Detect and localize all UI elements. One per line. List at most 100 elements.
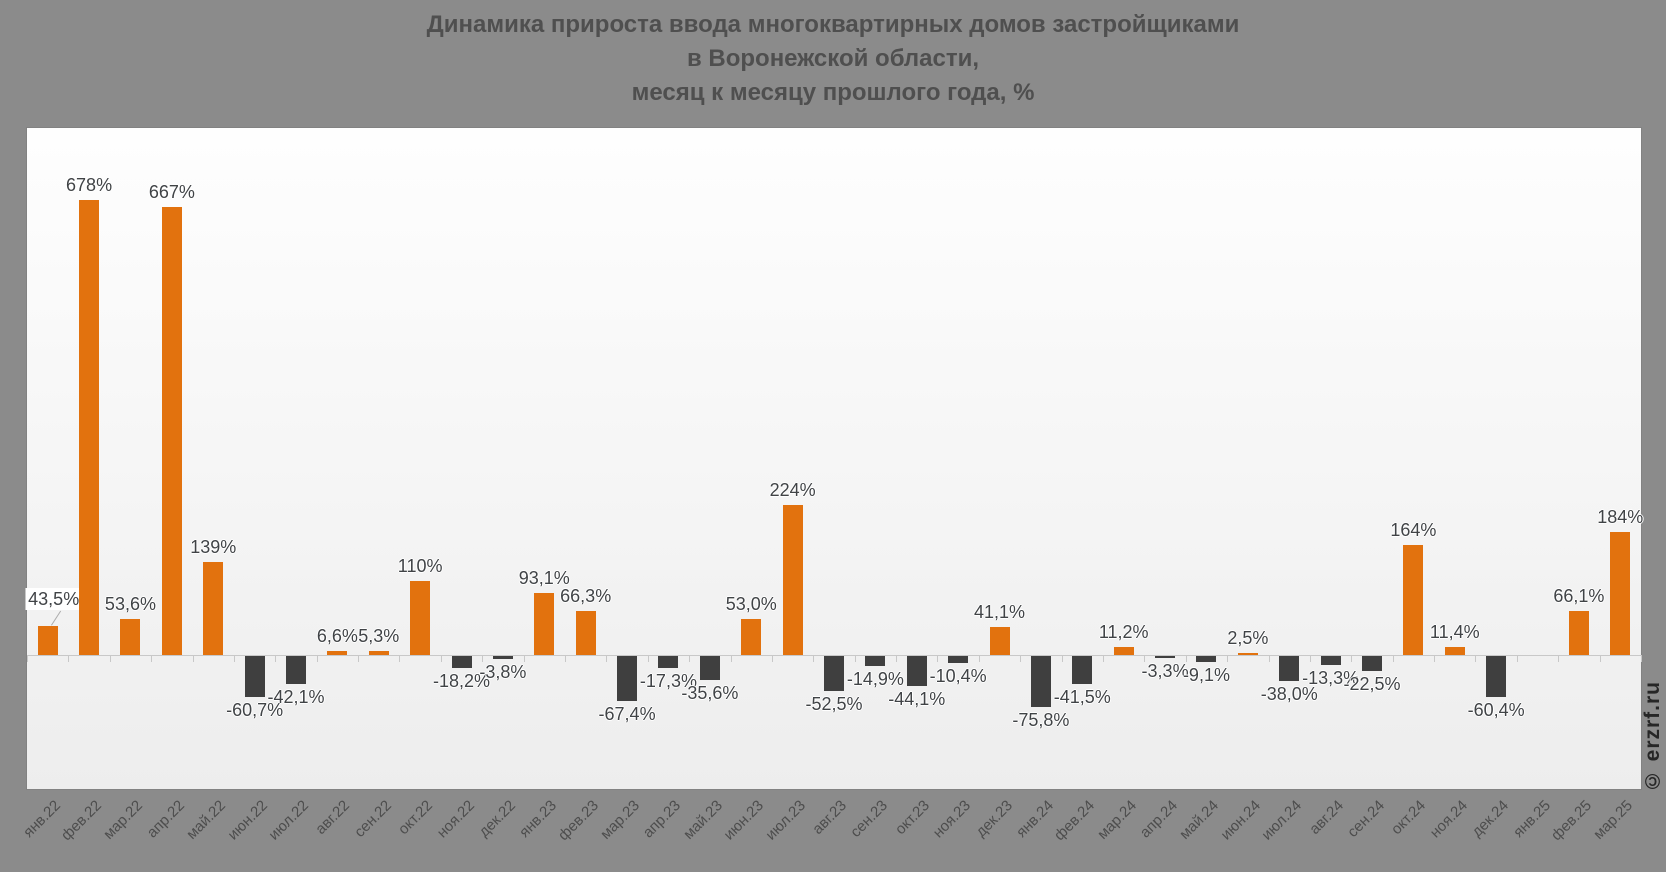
bar-дек.22[interactable]	[492, 656, 513, 659]
bar-май.24[interactable]	[1196, 656, 1217, 663]
x-axis-line	[27, 655, 1641, 656]
watermark: © erzrf.ru	[1641, 680, 1664, 792]
bar-янв.22[interactable]	[37, 625, 58, 655]
value-label-сен.24: -22,5%	[1343, 674, 1401, 695]
x-axis-tick	[1350, 655, 1352, 662]
value-label-июн.23: 53,0%	[725, 594, 777, 615]
value-label-июл.23: 224%	[769, 479, 816, 500]
value-label-ноя.23: -10,4%	[929, 665, 987, 686]
value-label-дек.24: -60,4%	[1467, 699, 1525, 720]
bar-фев.22[interactable]	[79, 200, 100, 655]
value-label-ноя.24: 11,4%	[1429, 622, 1480, 643]
x-axis-tick	[605, 655, 607, 662]
bar-май.23[interactable]	[699, 656, 720, 680]
value-label-мар.24: 11,2%	[1098, 622, 1149, 643]
value-label-ноя.22: -18,2%	[433, 671, 491, 692]
x-axis-tick	[1309, 655, 1311, 662]
bar-фев.25[interactable]	[1568, 610, 1589, 655]
bar-сен.24[interactable]	[1362, 656, 1382, 672]
bar-окт.22[interactable]	[410, 581, 431, 655]
value-label-мар.25: 184%	[1597, 506, 1644, 527]
x-axis-tick	[895, 655, 897, 662]
bar-июн.22[interactable]	[244, 656, 265, 697]
bar-авг.22[interactable]	[327, 650, 348, 655]
value-label-мар.23: -67,4%	[598, 704, 656, 725]
label-connector	[51, 610, 62, 626]
x-axis-tick	[771, 655, 773, 662]
x-axis-tick	[1019, 655, 1021, 662]
value-label-окт.23: -44,1%	[888, 688, 946, 709]
bar-янв.23[interactable]	[534, 592, 555, 655]
x-axis-tick	[1102, 655, 1104, 662]
x-axis-tick	[1268, 655, 1270, 662]
x-axis-tick	[854, 655, 856, 662]
x-axis-tick	[730, 655, 732, 662]
value-label-сен.22: 5,3%	[358, 626, 400, 647]
x-axis-tick	[1599, 655, 1601, 662]
value-label-фев.25: 66,1%	[1553, 585, 1605, 606]
value-label-май.22: 139%	[190, 536, 237, 557]
bar-авг.23[interactable]	[824, 656, 844, 692]
bar-сен.23[interactable]	[865, 656, 886, 666]
bar-ноя.22[interactable]	[451, 656, 472, 669]
bar-фев.24[interactable]	[1072, 656, 1093, 684]
value-label-апр.22: 667%	[148, 182, 195, 203]
bar-апр.22[interactable]	[161, 207, 182, 655]
bar-ноя.23[interactable]	[948, 656, 969, 663]
bar-мар.23[interactable]	[617, 656, 638, 702]
bar-ноя.24[interactable]	[1444, 647, 1465, 655]
x-axis-tick	[1392, 655, 1394, 662]
value-label-сен.23: -14,9%	[846, 668, 904, 689]
x-axis-tick	[1226, 655, 1228, 662]
bar-сен.22[interactable]	[368, 651, 389, 655]
x-axis-tick	[1185, 655, 1187, 662]
x-axis-tick	[1640, 655, 1642, 662]
x-axis-tick	[564, 655, 566, 662]
bar-июн.24[interactable]	[1237, 653, 1258, 655]
bar-окт.24[interactable]	[1403, 544, 1424, 655]
x-axis-tick	[67, 655, 69, 662]
x-axis-tick	[1143, 655, 1145, 662]
bar-мар.25[interactable]	[1610, 531, 1631, 655]
value-label-дек.22: -3,8%	[479, 661, 527, 682]
bar-июл.22[interactable]	[286, 656, 306, 685]
bar-авг.24[interactable]	[1320, 656, 1341, 665]
bar-янв.24[interactable]	[1030, 656, 1051, 707]
bar-июл.23[interactable]	[782, 504, 803, 655]
x-axis-tick	[440, 655, 442, 662]
bar-апр.24[interactable]	[1155, 656, 1176, 659]
x-axis-tick	[398, 655, 400, 662]
chart-title: Динамика прироста ввода многоквартирных …	[426, 11, 1240, 106]
bar-фев.23[interactable]	[575, 610, 596, 655]
bar-май.22[interactable]	[203, 561, 224, 655]
value-label-фев.24: -41,5%	[1053, 686, 1111, 707]
x-axis-tick	[978, 655, 980, 662]
bar-июн.23[interactable]	[741, 619, 762, 655]
bar-апр.23[interactable]	[658, 656, 679, 668]
x-axis-tick	[26, 655, 28, 662]
x-axis-tick	[1474, 655, 1476, 662]
x-axis-tick	[523, 655, 525, 662]
value-label-авг.22: 6,6%	[316, 625, 358, 646]
x-axis-tick	[688, 655, 690, 662]
value-label-янв.24: -75,8%	[1012, 709, 1070, 730]
value-label-апр.24: -3,3%	[1141, 661, 1189, 682]
bar-дек.23[interactable]	[989, 627, 1010, 655]
value-label-апр.23: -17,3%	[639, 670, 697, 691]
value-label-фев.23: 66,3%	[560, 585, 612, 606]
bar-июл.24[interactable]	[1279, 656, 1300, 682]
bar-дек.24[interactable]	[1486, 656, 1507, 697]
x-axis-tick	[647, 655, 649, 662]
value-label-июл.24: -38,0%	[1260, 684, 1318, 705]
value-label-май.24: -9,1%	[1182, 665, 1230, 686]
x-axis-tick	[192, 655, 194, 662]
bar-мар.24[interactable]	[1113, 647, 1134, 655]
value-label-июн.24: 2,5%	[1227, 628, 1269, 649]
value-label-янв.23: 93,1%	[518, 567, 570, 588]
x-axis-tick	[316, 655, 318, 662]
value-label-окт.22: 110%	[397, 556, 443, 577]
x-axis-tick	[233, 655, 235, 662]
bar-мар.22[interactable]	[120, 619, 141, 655]
bar-окт.23[interactable]	[906, 656, 927, 686]
